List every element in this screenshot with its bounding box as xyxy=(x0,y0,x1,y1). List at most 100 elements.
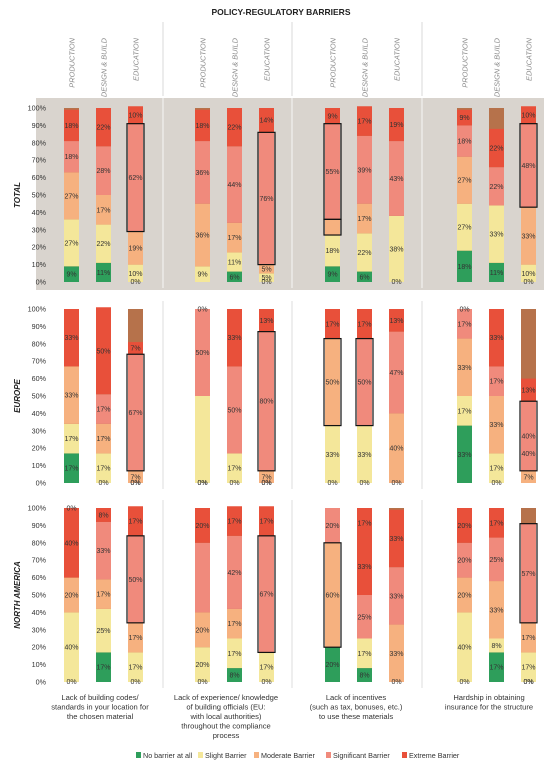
data-label: 17% xyxy=(489,379,503,386)
bar-segment xyxy=(325,219,340,236)
data-label: 17% xyxy=(357,119,371,126)
data-label: 50% xyxy=(96,348,110,355)
bar-segment xyxy=(64,309,79,367)
data-label: 17% xyxy=(489,665,503,672)
highlight-box xyxy=(257,535,276,654)
bar-segment xyxy=(64,612,79,682)
data-label: 33% xyxy=(457,452,471,459)
column-label: PRODUCTION xyxy=(199,37,208,87)
bar-segment xyxy=(128,123,143,232)
y-tick-label: 60% xyxy=(32,374,47,383)
highlight-box xyxy=(323,337,342,427)
bar-segment xyxy=(64,423,79,454)
data-label: 43% xyxy=(389,176,403,183)
data-label: 33% xyxy=(489,422,503,429)
bar-segment xyxy=(128,622,143,653)
region-label: TOTAL xyxy=(13,182,22,208)
y-tick-label: 30% xyxy=(32,625,47,634)
bar-segment xyxy=(325,508,340,543)
bar-segment xyxy=(357,135,372,204)
bar-segment xyxy=(96,195,111,225)
region-label: EUROPE xyxy=(13,378,22,412)
data-label: 17% xyxy=(128,519,142,526)
highlight-box xyxy=(257,131,276,266)
data-label: 50% xyxy=(357,380,371,387)
bar-segment xyxy=(96,394,111,424)
bar-segment xyxy=(489,453,504,483)
data-label: 17% xyxy=(128,665,142,672)
data-label: 0% xyxy=(459,679,469,686)
data-label: 27% xyxy=(457,178,471,185)
bar-segment xyxy=(64,109,79,142)
data-label: 5% xyxy=(261,275,271,282)
legend-label: Moderate Barrier xyxy=(261,751,316,760)
bar-segment xyxy=(489,309,504,367)
legend-swatch xyxy=(326,752,331,758)
highlight-box xyxy=(257,331,276,472)
y-tick-label: 30% xyxy=(32,426,47,435)
bar-segment xyxy=(489,366,504,396)
data-label: 13% xyxy=(259,318,273,325)
bar-segment xyxy=(357,595,372,639)
y-tick-label: 10% xyxy=(32,461,47,470)
data-label: 20% xyxy=(195,662,209,669)
y-tick-label: 20% xyxy=(32,243,47,252)
bar-segment xyxy=(96,508,111,522)
data-label: 10% xyxy=(128,271,142,278)
data-label: 20% xyxy=(195,523,209,530)
bar-segment xyxy=(195,203,210,267)
data-label: 42% xyxy=(227,570,241,577)
data-label: 33% xyxy=(389,536,403,543)
bar-segment xyxy=(227,638,242,669)
data-label: 50% xyxy=(128,577,142,584)
y-tick-label: 70% xyxy=(32,156,47,165)
data-label: 33% xyxy=(489,607,503,614)
data-label: 0% xyxy=(391,279,401,286)
bar-segment xyxy=(357,271,372,282)
data-label: 10% xyxy=(521,271,535,278)
bar-segment xyxy=(64,172,79,220)
bar-segment xyxy=(489,652,504,682)
data-label: 20% xyxy=(457,558,471,565)
data-label: 36% xyxy=(195,170,209,177)
data-label: 0% xyxy=(197,480,207,487)
highlight-box xyxy=(519,123,538,208)
highlight-box xyxy=(126,123,145,233)
bar-segment xyxy=(227,506,242,536)
bar-segment xyxy=(457,309,472,339)
data-label: 17% xyxy=(64,466,78,473)
data-label: 17% xyxy=(227,466,241,473)
column-label: EDUCATION xyxy=(525,37,534,81)
bar-segment xyxy=(128,354,143,471)
bar-segment xyxy=(357,508,372,538)
data-label: 0% xyxy=(130,279,140,286)
bar-segment xyxy=(64,508,79,578)
data-label: 17% xyxy=(227,519,241,526)
column-label: EDUCATION xyxy=(132,37,141,81)
bar-segment xyxy=(357,203,372,234)
bar-segment xyxy=(128,652,143,682)
data-label: 17% xyxy=(96,466,110,473)
bar-segment xyxy=(96,146,111,195)
y-tick-label: 100% xyxy=(28,305,47,314)
y-tick-label: 40% xyxy=(32,208,47,217)
bar-segment xyxy=(96,521,111,580)
bar-segment xyxy=(259,309,274,332)
data-label: 9% xyxy=(327,113,337,120)
data-label: 17% xyxy=(259,665,273,672)
data-label: 33% xyxy=(489,232,503,239)
data-label: 76% xyxy=(259,196,273,203)
bar-segment xyxy=(227,309,242,367)
data-label: 11% xyxy=(228,259,242,266)
data-label: 33% xyxy=(457,365,471,372)
data-label: 17% xyxy=(521,665,535,672)
bar-segment xyxy=(259,108,274,133)
barrier-group-caption: Lack of incentives (such as tax, bonuses… xyxy=(310,693,403,721)
data-label: 28% xyxy=(96,168,110,175)
bar-segment xyxy=(128,506,143,536)
bar-segment xyxy=(227,252,242,272)
bar-segment xyxy=(357,338,372,426)
data-label: 8% xyxy=(98,512,108,519)
data-label: 9% xyxy=(197,272,207,279)
data-label: 27% xyxy=(64,240,78,247)
